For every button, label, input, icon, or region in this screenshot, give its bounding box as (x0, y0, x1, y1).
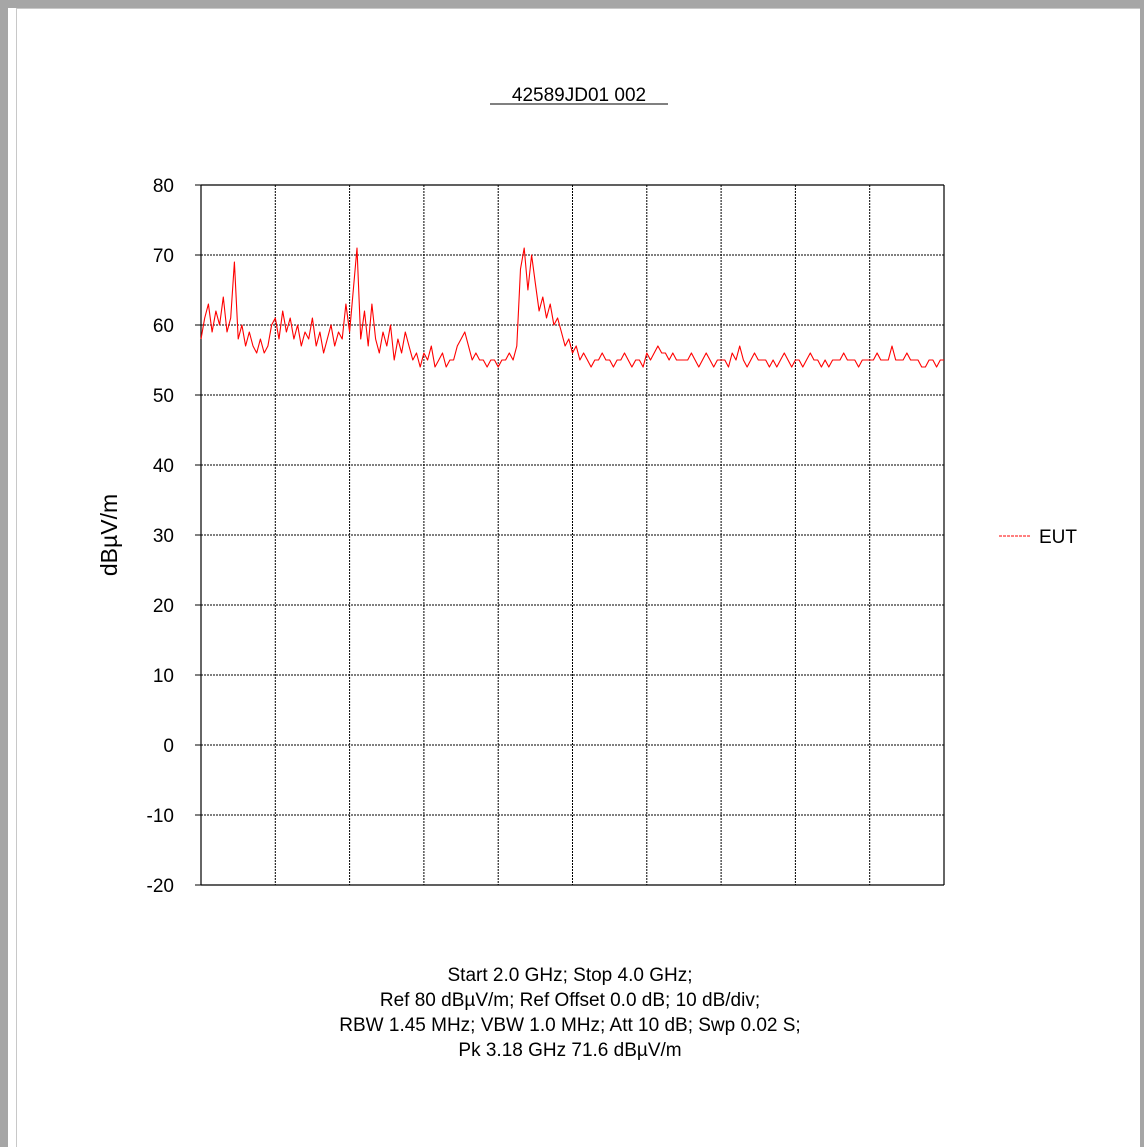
chart-series (200, 247, 944, 368)
y-tick-label: 40 (153, 456, 174, 477)
y-tick-label: -20 (147, 876, 174, 897)
y-tick-label: 10 (153, 666, 174, 687)
page-inner-border (16, 8, 1140, 1147)
footer-line-1: Start 2.0 GHz; Stop 4.0 GHz; (448, 965, 693, 986)
footer-line-3: RBW 1.45 MHz; VBW 1.0 MHz; Att 10 dB; Sw… (339, 1015, 800, 1036)
y-tick-label: 70 (153, 246, 174, 267)
y-tick-label: 60 (153, 316, 174, 337)
footer-line-4: Pk 3.18 GHz 71.6 dBµV/m (458, 1040, 681, 1061)
chart-grid (195, 184, 945, 886)
chart-title: 42589JD01 002 (512, 85, 646, 106)
footer-line-2: Ref 80 dBµV/m; Ref Offset 0.0 dB; 10 dB/… (380, 990, 760, 1011)
y-tick-label: 20 (153, 596, 174, 617)
y-tick-label: -10 (147, 806, 174, 827)
y-tick-label: 50 (153, 386, 174, 407)
y-tick-label: 80 (153, 176, 174, 197)
y-tick-labels: 80 70 60 50 40 30 20 10 0 -10 -20 (147, 176, 174, 897)
legend-label-eut: EUT (1039, 527, 1077, 548)
y-tick-label: 0 (163, 736, 174, 757)
y-tick-label: 30 (153, 526, 174, 547)
y-axis-label: dBµV/m (96, 494, 122, 576)
series-line-eut (200, 247, 944, 368)
